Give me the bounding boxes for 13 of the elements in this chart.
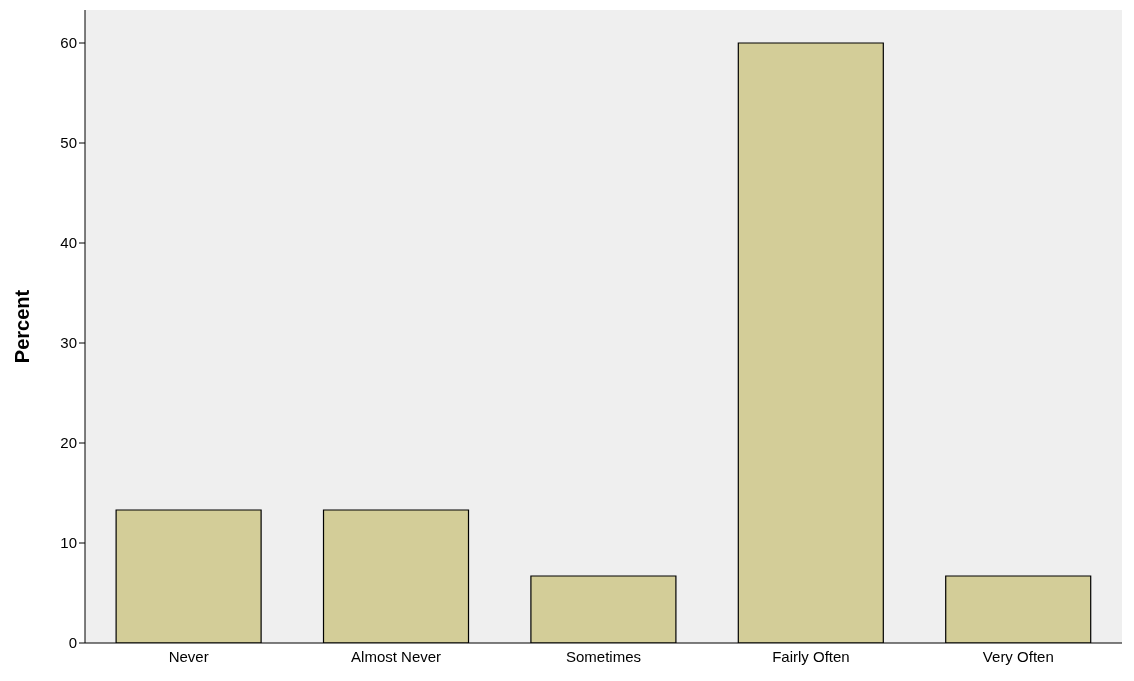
- x-tick-label: Sometimes: [565, 647, 642, 665]
- x-tick-label: Never: [168, 647, 209, 665]
- y-tick-label: 10: [60, 534, 77, 552]
- y-tick-label: 0: [68, 634, 77, 652]
- y-tick-label: 40: [60, 234, 77, 252]
- y-tick-label: 50: [60, 134, 77, 152]
- x-tick-label: Very Often: [982, 647, 1054, 665]
- y-axis-title: Percent: [11, 289, 34, 364]
- x-tick-label: Fairly Often: [772, 647, 850, 665]
- y-tick-label: 30: [60, 334, 77, 352]
- y-tick-label: 60: [60, 34, 77, 52]
- x-tick-label: Almost Never: [351, 647, 442, 665]
- y-tick-label: 20: [60, 434, 77, 452]
